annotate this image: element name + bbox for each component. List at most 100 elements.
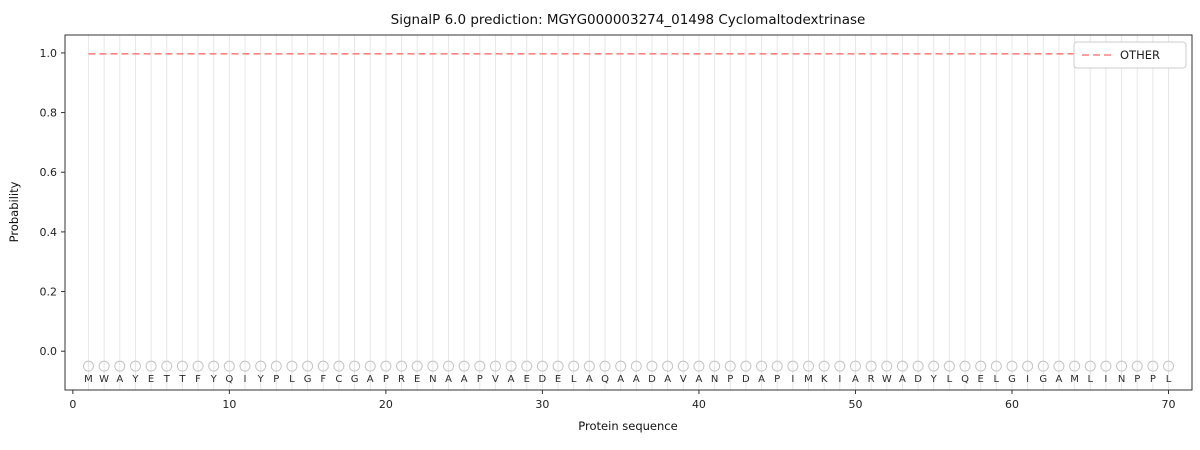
sequence-letter: L bbox=[947, 374, 953, 385]
residue-marker bbox=[975, 360, 987, 372]
sequence-letter: N bbox=[429, 374, 436, 385]
sequence-letter: L bbox=[1087, 374, 1093, 385]
legend-other-label: OTHER bbox=[1120, 48, 1160, 62]
sequence-letter: E bbox=[148, 374, 154, 385]
residue-marker bbox=[756, 360, 768, 372]
sequence-letter: E bbox=[555, 374, 561, 385]
sequence-letter: A bbox=[445, 374, 452, 385]
residue-marker bbox=[145, 360, 157, 372]
residue-marker bbox=[599, 360, 611, 372]
sequence-letter: I bbox=[244, 374, 247, 385]
residue-marker bbox=[630, 360, 642, 372]
residue-marker bbox=[896, 360, 908, 372]
residue-marker bbox=[270, 360, 282, 372]
axes-layer: 0 10 20 30 40 50 60 70 0.0 0.2 0.4 0.6 0.8 1.0 bbox=[40, 34, 1193, 411]
y-tick-label: 0.4 bbox=[40, 226, 58, 239]
grid-layer bbox=[87, 35, 1170, 390]
sequence-letter: I bbox=[791, 374, 794, 385]
residue-marker bbox=[98, 360, 110, 372]
residue-marker bbox=[959, 360, 971, 372]
sequence-letter: E bbox=[978, 374, 984, 385]
sequence-letter: A bbox=[852, 374, 859, 385]
y-tick-label: 0.2 bbox=[40, 286, 58, 299]
residue-marker bbox=[1116, 360, 1128, 372]
residue-marker bbox=[82, 360, 94, 372]
residue-marker bbox=[442, 360, 454, 372]
sequence-letter: W bbox=[882, 374, 892, 385]
sequence-letter: N bbox=[711, 374, 718, 385]
residue-marker bbox=[740, 360, 752, 372]
sequence-letter: L bbox=[994, 374, 1000, 385]
y-axis-label: Probability bbox=[7, 181, 21, 242]
sequence-letter: I bbox=[1104, 374, 1107, 385]
sequence-letter: P bbox=[774, 374, 780, 385]
sequence-letter: P bbox=[1134, 374, 1140, 385]
sequence-letter: A bbox=[696, 374, 703, 385]
sequence-letter: M bbox=[804, 374, 813, 385]
residue-marker bbox=[1006, 360, 1018, 372]
sequence-letter: R bbox=[398, 374, 405, 385]
sequence-letter: D bbox=[648, 374, 656, 385]
residue-marker bbox=[818, 360, 830, 372]
sequence-letter: A bbox=[367, 374, 374, 385]
sequence-letter: Y bbox=[257, 374, 265, 385]
sequence-letter: D bbox=[539, 374, 547, 385]
sequence-letter: A bbox=[758, 374, 765, 385]
residue-marker bbox=[396, 360, 408, 372]
sequence-letter: G bbox=[351, 374, 359, 385]
legend-box bbox=[1073, 41, 1187, 69]
residue-marker bbox=[536, 360, 548, 372]
sequence-letter: A bbox=[1056, 374, 1063, 385]
sequence-letter: F bbox=[320, 374, 326, 385]
residue-marker bbox=[1131, 360, 1143, 372]
sequence-letter: G bbox=[304, 374, 312, 385]
residue-marker bbox=[380, 360, 392, 372]
plot-border bbox=[64, 34, 1193, 391]
residue-marker bbox=[1084, 360, 1096, 372]
sequence-letter: G bbox=[1039, 374, 1047, 385]
sequence-letter: A bbox=[617, 374, 624, 385]
residue-marker bbox=[990, 360, 1002, 372]
x-tick-label: 10 bbox=[222, 398, 236, 411]
residue-marker bbox=[427, 360, 439, 372]
residue-marker bbox=[1022, 360, 1034, 372]
x-axis-label: Protein sequence bbox=[578, 419, 677, 433]
sequence-letter: I bbox=[838, 374, 841, 385]
sequence-letter: A bbox=[116, 374, 123, 385]
x-tick-label: 40 bbox=[692, 398, 706, 411]
sequence-letter: A bbox=[586, 374, 593, 385]
residue-marker bbox=[176, 360, 188, 372]
y-tick-label: 0.6 bbox=[40, 166, 58, 179]
residue-marker bbox=[1037, 360, 1049, 372]
sequence-letter: E bbox=[414, 374, 420, 385]
residue-marker bbox=[505, 360, 517, 372]
residue-marker bbox=[192, 360, 204, 372]
x-tick-label: 20 bbox=[379, 398, 393, 411]
sequence-letter: Q bbox=[225, 374, 233, 385]
residue-marker bbox=[129, 360, 141, 372]
sequence-letter: L bbox=[289, 374, 295, 385]
sequence-letter: P bbox=[1150, 374, 1156, 385]
residue-marker bbox=[458, 360, 470, 372]
residue-marker bbox=[411, 360, 423, 372]
sequence-letter: V bbox=[680, 374, 687, 385]
sequence-letter: P bbox=[273, 374, 279, 385]
residue-marker bbox=[677, 360, 689, 372]
residue-marker bbox=[834, 360, 846, 372]
sequence-letter: M bbox=[84, 374, 93, 385]
x-tick-label: 70 bbox=[1162, 398, 1176, 411]
residue-marker bbox=[1147, 360, 1159, 372]
residue-marker bbox=[349, 360, 361, 372]
y-tick-label: 0.8 bbox=[40, 107, 58, 120]
residue-marker bbox=[1069, 360, 1081, 372]
sequence-letter: D bbox=[914, 374, 922, 385]
residue-marker bbox=[583, 360, 595, 372]
sequence-letter: A bbox=[508, 374, 515, 385]
sequence-letter: P bbox=[477, 374, 483, 385]
sequence-letter: N bbox=[1118, 374, 1125, 385]
residue-marker bbox=[787, 360, 799, 372]
residue-marker bbox=[709, 360, 721, 372]
legend: OTHER bbox=[1073, 41, 1187, 69]
